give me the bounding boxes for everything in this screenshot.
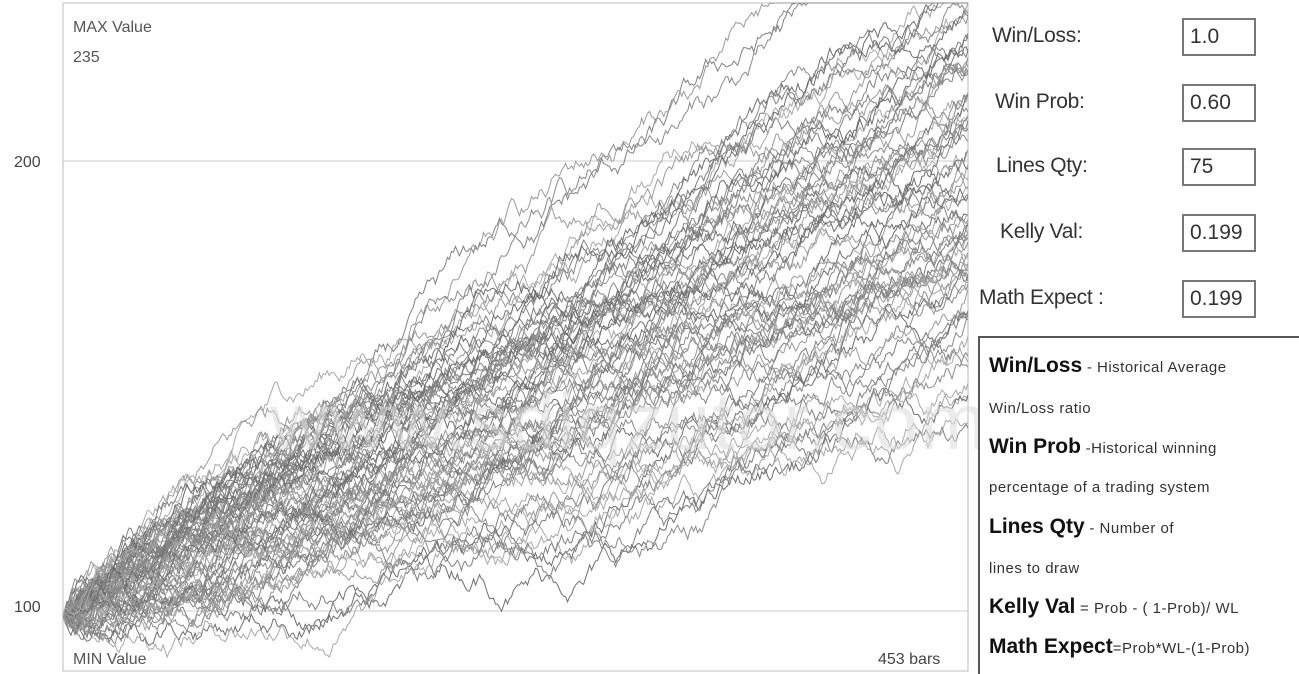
simulation-line — [62, 260, 969, 617]
simulation-line — [62, 65, 969, 620]
win-loss-input[interactable] — [1182, 18, 1256, 56]
legend-win-prob: Win Prob -Historical winning — [989, 435, 1217, 459]
legend-term: Win Prob — [989, 435, 1081, 458]
simulation-line — [62, 289, 969, 630]
legend-term: Math Expect — [989, 635, 1113, 658]
lines-qty-input[interactable] — [1182, 148, 1256, 186]
legend-desc: lines to draw — [989, 560, 1080, 577]
simulation-line — [62, 127, 969, 625]
param-row-math-expect: Math Expect : — [975, 276, 1265, 322]
legend-win-loss-cont: Win/Loss ratio — [989, 400, 1091, 418]
simulation-line — [62, 233, 969, 636]
win-loss-label: Win/Loss: — [992, 24, 1082, 47]
simulation-line — [62, 132, 969, 620]
win-prob-input[interactable] — [1182, 84, 1256, 122]
param-row-kelly-val: Kelly Val: — [975, 210, 1265, 256]
simulation-line — [62, 222, 969, 641]
simulation-line — [62, 2, 968, 617]
win-prob-label: Win Prob: — [995, 90, 1085, 113]
legend-desc: -Historical winning — [1080, 440, 1217, 457]
legend-lines-qty-cont: lines to draw — [989, 560, 1080, 578]
simulation-line — [62, 255, 969, 617]
y-tick-label-200: 200 — [14, 154, 41, 171]
simulation-lines — [62, 2, 969, 659]
simulation-line — [62, 383, 969, 617]
param-row-lines-qty: Lines Qty: — [975, 144, 1265, 190]
param-row-win-loss: Win/Loss: — [975, 14, 1265, 60]
legend-desc: Win/Loss ratio — [989, 400, 1092, 417]
legend-lines-qty: Lines Qty - Number of — [989, 515, 1174, 539]
legend-kelly-val: Kelly Val = Prob - ( 1-Prob)/ WL — [989, 595, 1239, 619]
simulation-line — [62, 313, 969, 645]
simulation-line — [62, 60, 969, 619]
min-value-label: MIN Value — [73, 651, 147, 668]
lines-qty-label: Lines Qty: — [996, 154, 1088, 177]
kelly-val-input[interactable] — [1182, 214, 1256, 252]
bars-count-label: 453 bars — [878, 651, 940, 668]
legend-desc: - Historical Average — [1082, 359, 1227, 376]
legend-term: Lines Qty — [989, 515, 1085, 538]
simulation-line — [62, 92, 969, 622]
max-value: 235 — [73, 49, 100, 66]
simulation-line — [62, 49, 969, 629]
simulation-line — [62, 2, 968, 617]
legend-term: Kelly Val — [989, 595, 1076, 618]
legend-desc: =Prob*WL-(1-Prob) — [1112, 640, 1250, 657]
simulation-line — [62, 9, 969, 626]
simulation-line — [62, 92, 969, 620]
max-value-label: MAX Value — [73, 19, 152, 36]
simulation-line — [62, 218, 969, 623]
legend-desc: = Prob - ( 1-Prob)/ WL — [1075, 600, 1240, 617]
simulation-line — [62, 252, 969, 626]
legend-win-prob-cont: percentage of a trading system — [989, 479, 1210, 497]
simulation-line — [62, 148, 969, 617]
simulation-line — [62, 2, 968, 617]
simulation-line — [62, 418, 969, 659]
legend-desc: percentage of a trading system — [989, 479, 1210, 496]
monte-carlo-chart: MAX Value 235 200 100 MIN Value 453 bars — [14, 2, 969, 672]
legend-math-expect: Math Expect=Prob*WL-(1-Prob) — [989, 635, 1250, 659]
param-row-win-prob: Win Prob: — [975, 80, 1265, 126]
simulation-line — [62, 171, 969, 617]
y-tick-label-100: 100 — [14, 599, 41, 616]
simulation-line — [63, 231, 969, 624]
simulation-line — [62, 120, 969, 625]
legend-box: Win/Loss - Historical Average Win/Loss r… — [978, 336, 1299, 674]
simulation-line — [62, 2, 968, 626]
simulation-line — [62, 114, 969, 624]
simulation-line — [62, 283, 969, 632]
simulation-line — [62, 2, 969, 622]
math-expect-label: Math Expect : — [979, 286, 1104, 309]
legend-win-loss: Win/Loss - Historical Average — [989, 354, 1227, 378]
legend-desc: - Number of — [1084, 520, 1175, 537]
kelly-val-label: Kelly Val: — [1000, 220, 1083, 243]
math-expect-input[interactable] — [1182, 280, 1256, 318]
simulation-line — [62, 387, 969, 647]
legend-term: Win/Loss — [989, 354, 1083, 377]
